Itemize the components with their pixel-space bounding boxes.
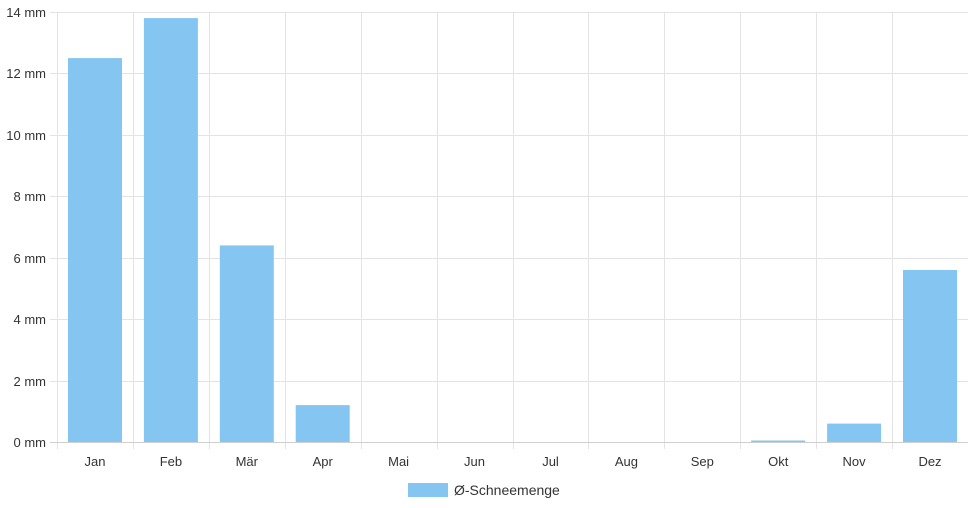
legend[interactable]: Ø-Schneemenge: [408, 482, 560, 498]
x-tick-label: Jan: [85, 454, 106, 469]
y-tick-label: 6 mm: [14, 251, 47, 266]
x-tick-label: Mär: [236, 454, 259, 469]
y-tick-label: 4 mm: [14, 312, 47, 327]
y-tick-label: 2 mm: [14, 374, 47, 389]
x-tick-label: Jun: [464, 454, 485, 469]
x-tick-label: Mai: [388, 454, 409, 469]
x-tick-label: Sep: [691, 454, 714, 469]
x-tick-label: Nov: [843, 454, 867, 469]
x-tick-label: Feb: [160, 454, 182, 469]
y-tick-label: 0 mm: [14, 435, 47, 450]
bars: [68, 18, 957, 442]
bar-apr[interactable]: [295, 405, 350, 442]
x-tick-label: Aug: [615, 454, 638, 469]
bar-feb[interactable]: [143, 18, 198, 442]
y-tick-label: 10 mm: [6, 128, 46, 143]
x-axis-labels: Jan Feb Mär Apr Mai Jun Jul Aug Sep Okt Nov Dez: [85, 454, 942, 469]
x-tick-label: Dez: [918, 454, 941, 469]
y-tick-label: 8 mm: [14, 189, 47, 204]
y-axis-labels: 0 mm 2 mm 4 mm 6 mm 8 mm 10 mm 12 mm 14 mm: [6, 5, 46, 450]
vertical-grid: [57, 12, 893, 449]
y-tick-label: 12 mm: [6, 66, 46, 81]
legend-label[interactable]: Ø-Schneemenge: [454, 482, 560, 498]
horizontal-grid: [50, 12, 968, 443]
bar-dez[interactable]: [903, 270, 957, 442]
bar-mär[interactable]: [219, 245, 274, 442]
x-tick-label: Jul: [542, 454, 559, 469]
x-tick-label: Okt: [768, 454, 789, 469]
legend-swatch[interactable]: [408, 483, 448, 497]
bar-jan[interactable]: [68, 58, 122, 442]
bar-okt[interactable]: [751, 440, 806, 443]
y-tick-label: 14 mm: [6, 5, 46, 20]
x-tick-label: Apr: [313, 454, 334, 469]
bar-nov[interactable]: [827, 423, 882, 442]
